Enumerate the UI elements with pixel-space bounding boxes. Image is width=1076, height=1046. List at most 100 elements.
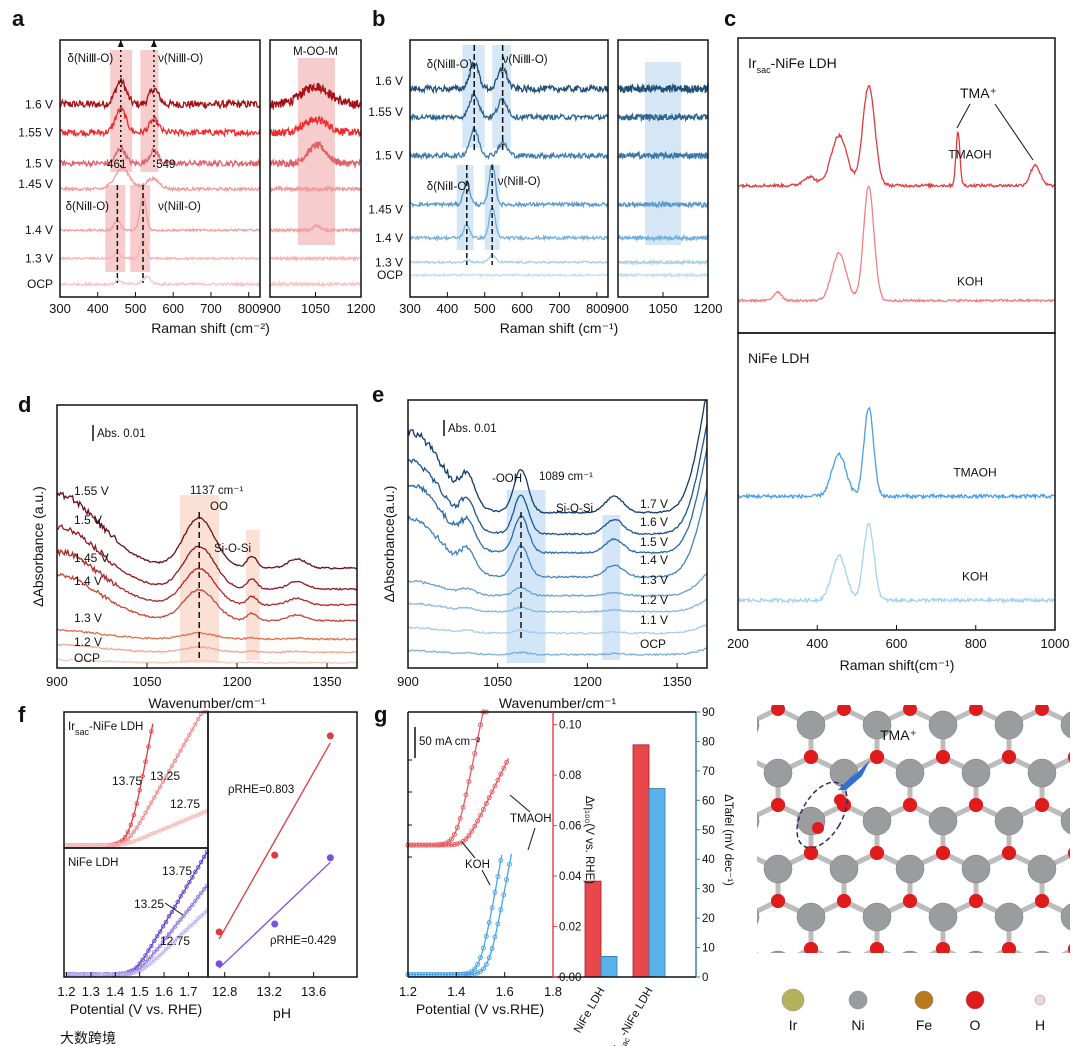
right-y-tick-label: 60 (702, 795, 715, 807)
data-marker (143, 960, 148, 965)
data-marker (131, 970, 137, 976)
x-tick-label: 700 (200, 301, 222, 316)
spectrum-line (407, 399, 707, 515)
data-marker (463, 836, 469, 842)
label-base: NiFe LDH (572, 986, 608, 1036)
series-label: OCP (27, 277, 53, 291)
o-atom (738, 942, 752, 956)
data-marker (469, 971, 475, 977)
annotation-ni3-bend: δ(NiⅢ-O) (427, 59, 473, 71)
legend-label: Ir (789, 1017, 798, 1033)
spectrum-line (59, 143, 261, 169)
data-marker (198, 914, 204, 919)
data-marker (478, 722, 483, 728)
ni-atom (1060, 711, 1070, 739)
series-label: OCP (74, 651, 100, 665)
series-label: 1.4 V (25, 223, 53, 237)
data-marker (116, 971, 122, 977)
data-marker (140, 957, 145, 962)
x-tick-label: 1.2 (399, 984, 417, 999)
ni-atom (928, 710, 958, 740)
left-y-tick-label: 0.10 (559, 720, 581, 732)
data-marker (472, 966, 478, 972)
data-marker (475, 736, 481, 742)
series-label: 1.3 V (375, 255, 403, 269)
data-marker (160, 779, 166, 784)
annotation-peak: 1089 cm⁻¹ (539, 471, 593, 483)
left-y-tick-label: 0.06 (559, 821, 581, 833)
o-atom-adsorbed (812, 822, 824, 834)
x-tick-label: 400 (806, 636, 828, 651)
series-label: 1.3 V (74, 611, 102, 625)
data-marker (175, 753, 180, 758)
ni-atom (928, 806, 958, 836)
data-marker (466, 833, 472, 838)
series-label: 1.55 V (368, 105, 403, 119)
data-marker (498, 771, 504, 777)
data-marker (75, 971, 81, 977)
subplot-nife: TMAOH KOH NiFe LDH (737, 332, 1056, 631)
annotation-koh: KOH (465, 859, 490, 871)
ni-atom (862, 806, 892, 836)
annotation-tmaoh: TMAOH (510, 813, 552, 825)
data-marker (75, 843, 81, 848)
data-marker (187, 906, 192, 911)
ni-atom (961, 758, 991, 788)
data-marker (166, 944, 172, 949)
data-marker (469, 765, 475, 771)
data-marker (146, 948, 151, 953)
legend-label: Ni (851, 1017, 864, 1033)
data-marker (492, 783, 498, 789)
data-marker (422, 842, 428, 848)
series-label: 1.55 V (74, 484, 109, 498)
spectrum-line (59, 236, 261, 262)
x-tick-label: 600 (511, 301, 533, 316)
annotation-ni2-bend: δ(NiⅡ-O) (427, 181, 471, 193)
spectrum-line (59, 77, 261, 110)
ni-atom (665, 903, 693, 931)
data-marker (184, 927, 189, 933)
data-marker (114, 842, 119, 848)
series-label: KOH (957, 275, 983, 289)
data-marker (498, 857, 504, 863)
data-marker (472, 751, 478, 756)
ni-atom (862, 902, 892, 932)
ni-atom (994, 902, 1024, 932)
x-tick-label: 300 (49, 301, 71, 316)
data-marker (140, 774, 145, 779)
left-y-tick-label: 0.02 (559, 922, 581, 934)
ni-atom (1060, 903, 1070, 931)
series-label: 1.5 V (375, 149, 403, 163)
data-marker (451, 831, 457, 837)
data-marker (122, 838, 128, 844)
ni-atom (968, 950, 984, 953)
spectrum-line-high-wavenumber (617, 200, 709, 210)
data-point (215, 960, 223, 968)
data-marker (507, 861, 512, 867)
series-label: 1.4 V (375, 231, 403, 245)
pointer-arrow (461, 841, 476, 859)
spectrum-line (59, 275, 261, 288)
spectrum-line (409, 272, 609, 278)
series-label: 1.7 V (640, 497, 668, 511)
subplot-nife: 13.75 13.25 12.75 NiFe LDH (63, 847, 210, 978)
data-marker (137, 961, 142, 966)
data-marker (504, 877, 510, 883)
series-label: 13.25 (134, 897, 164, 911)
ni-atom (757, 717, 760, 733)
o-atom (705, 894, 719, 908)
o-atom (936, 942, 950, 953)
annotation-ni2-stretch: ν(NiⅡ-O) (498, 176, 541, 188)
series-label: 1.6 V (375, 74, 403, 88)
data-marker (451, 842, 457, 847)
spectrum-line (737, 185, 1056, 304)
data-marker (489, 905, 495, 911)
data-marker (84, 972, 90, 977)
data-marker (486, 920, 492, 926)
x-tick-label: 1.7 (179, 984, 197, 999)
legend-label: Fe (916, 1017, 933, 1033)
label-subscript: sac (75, 727, 90, 737)
data-marker (143, 953, 148, 958)
data-marker (486, 795, 492, 801)
